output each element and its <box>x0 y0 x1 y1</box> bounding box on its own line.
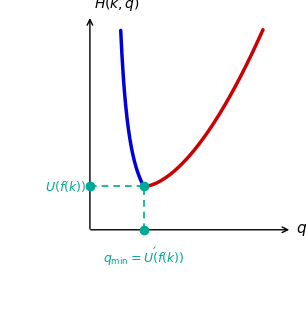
Text: $q$: $q$ <box>296 222 307 238</box>
Text: $q_{\mathrm{min}} = U\'(f(k))$: $q_{\mathrm{min}} = U\'(f(k))$ <box>103 246 185 268</box>
Text: $U(f(k))$: $U(f(k))$ <box>45 179 86 194</box>
Text: $H(k,q)$: $H(k,q)$ <box>94 0 140 13</box>
